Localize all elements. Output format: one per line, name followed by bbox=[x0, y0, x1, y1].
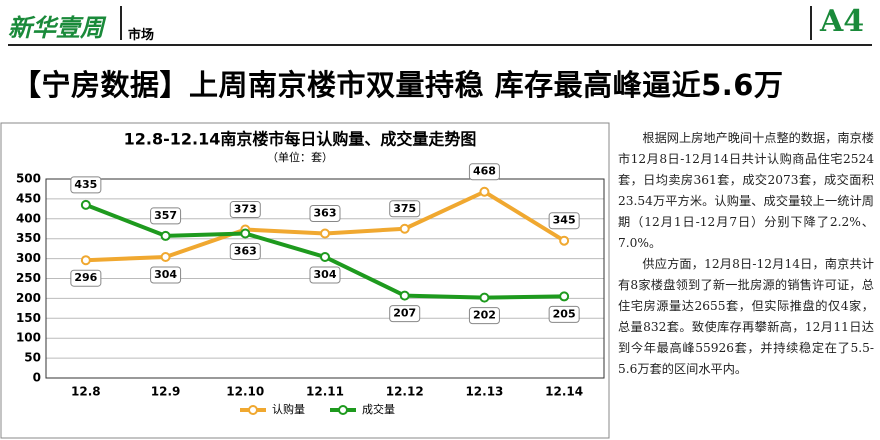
point bbox=[479, 186, 490, 197]
point bbox=[559, 291, 570, 302]
point bbox=[80, 255, 91, 266]
data-label-box bbox=[70, 176, 102, 194]
y-tick-label: 50 bbox=[24, 351, 41, 365]
data-label-box bbox=[468, 163, 500, 181]
data-label: 357 bbox=[154, 209, 177, 222]
point bbox=[320, 228, 330, 239]
data-label-box bbox=[389, 200, 421, 218]
x-tick-label: 12.11 bbox=[306, 385, 344, 399]
x-tick-label: 12.10 bbox=[226, 385, 264, 399]
data-label: 363 bbox=[234, 245, 257, 258]
header-rule bbox=[8, 44, 872, 46]
data-label: 304 bbox=[314, 268, 337, 281]
data-label-box bbox=[548, 212, 580, 230]
y-tick-label: 100 bbox=[16, 331, 41, 345]
plot-frame bbox=[45, 178, 605, 379]
data-label: 296 bbox=[74, 271, 97, 284]
data-label-box bbox=[389, 305, 421, 323]
point bbox=[240, 228, 251, 239]
data-label: 207 bbox=[393, 307, 416, 320]
data-label: 373 bbox=[234, 203, 257, 216]
data-label-box bbox=[150, 266, 182, 284]
paragraph: 根据网上房地产晚间十点整的数据，南京楼市12月8日-12月14日共计认购商品住宅… bbox=[618, 131, 874, 250]
legend-label: 认购量 bbox=[272, 402, 305, 416]
section-name: 市场 bbox=[128, 28, 155, 43]
data-label-box bbox=[309, 266, 341, 284]
chart-title: 12.8-12.14南京楼市每日认购量、成交量走势图 bbox=[124, 130, 477, 149]
page-number: A4 bbox=[820, 4, 865, 39]
x-tick-label: 12.9 bbox=[151, 385, 181, 399]
data-label: 435 bbox=[74, 178, 97, 191]
data-label-box bbox=[548, 305, 580, 323]
divider bbox=[810, 6, 812, 40]
point bbox=[479, 292, 490, 303]
point bbox=[80, 199, 91, 210]
headline: 【宁房数据】上周南京楼市双量持稳 库存最高峰逼近5.6万 bbox=[12, 68, 784, 102]
data-label-box bbox=[229, 201, 261, 219]
y-tick-label: 450 bbox=[16, 191, 41, 205]
x-tick-label: 12.13 bbox=[465, 385, 503, 399]
article: 根据网上房地产晚间十点整的数据，南京楼市12月8日-12月14日共计认购商品住宅… bbox=[618, 128, 874, 380]
data-label: 468 bbox=[473, 165, 496, 178]
point bbox=[160, 230, 171, 241]
divider bbox=[120, 6, 122, 40]
legend-swatch bbox=[338, 405, 348, 415]
data-label-box bbox=[150, 207, 182, 225]
data-label-box bbox=[309, 205, 341, 223]
y-tick-label: 350 bbox=[16, 231, 41, 245]
y-tick-label: 250 bbox=[16, 271, 41, 285]
data-label-box bbox=[70, 269, 102, 287]
chart: 12.8-12.14南京楼市每日认购量、成交量走势图 （单位：套） 0 50 100… bbox=[0, 122, 610, 439]
legend-label: 成交量 bbox=[362, 402, 395, 416]
logo: 新华壹周 bbox=[8, 14, 104, 42]
point bbox=[399, 223, 410, 234]
paragraph: 供应方面，12月8日-12月14日，南京共计有8家楼盘领到了新一批房源的销售许可… bbox=[618, 257, 874, 376]
y-tick-label: 200 bbox=[16, 291, 41, 305]
data-label: 202 bbox=[473, 309, 496, 322]
data-label-box bbox=[229, 243, 261, 261]
y-tick-label: 400 bbox=[16, 211, 41, 225]
y-tick-label: 500 bbox=[16, 172, 41, 186]
data-label: 304 bbox=[154, 268, 177, 281]
x-tick-label: 12.8 bbox=[71, 385, 101, 399]
data-label: 205 bbox=[553, 307, 576, 320]
point bbox=[160, 252, 171, 263]
data-label: 375 bbox=[393, 202, 416, 215]
legend-swatch bbox=[248, 405, 258, 415]
chart-subtitle: （单位：套） bbox=[267, 150, 333, 164]
chart-frame bbox=[0, 122, 610, 439]
point bbox=[320, 252, 330, 263]
point bbox=[399, 290, 410, 301]
point bbox=[559, 235, 570, 246]
data-label: 345 bbox=[553, 214, 576, 227]
data-label-box bbox=[468, 307, 500, 325]
data-label: 363 bbox=[314, 207, 337, 220]
y-tick-label: 0 bbox=[33, 371, 41, 385]
y-tick-label: 150 bbox=[16, 311, 41, 325]
x-tick-label: 12.14 bbox=[545, 385, 583, 399]
y-tick-label: 300 bbox=[16, 251, 41, 265]
x-tick-label: 12.12 bbox=[386, 385, 424, 399]
